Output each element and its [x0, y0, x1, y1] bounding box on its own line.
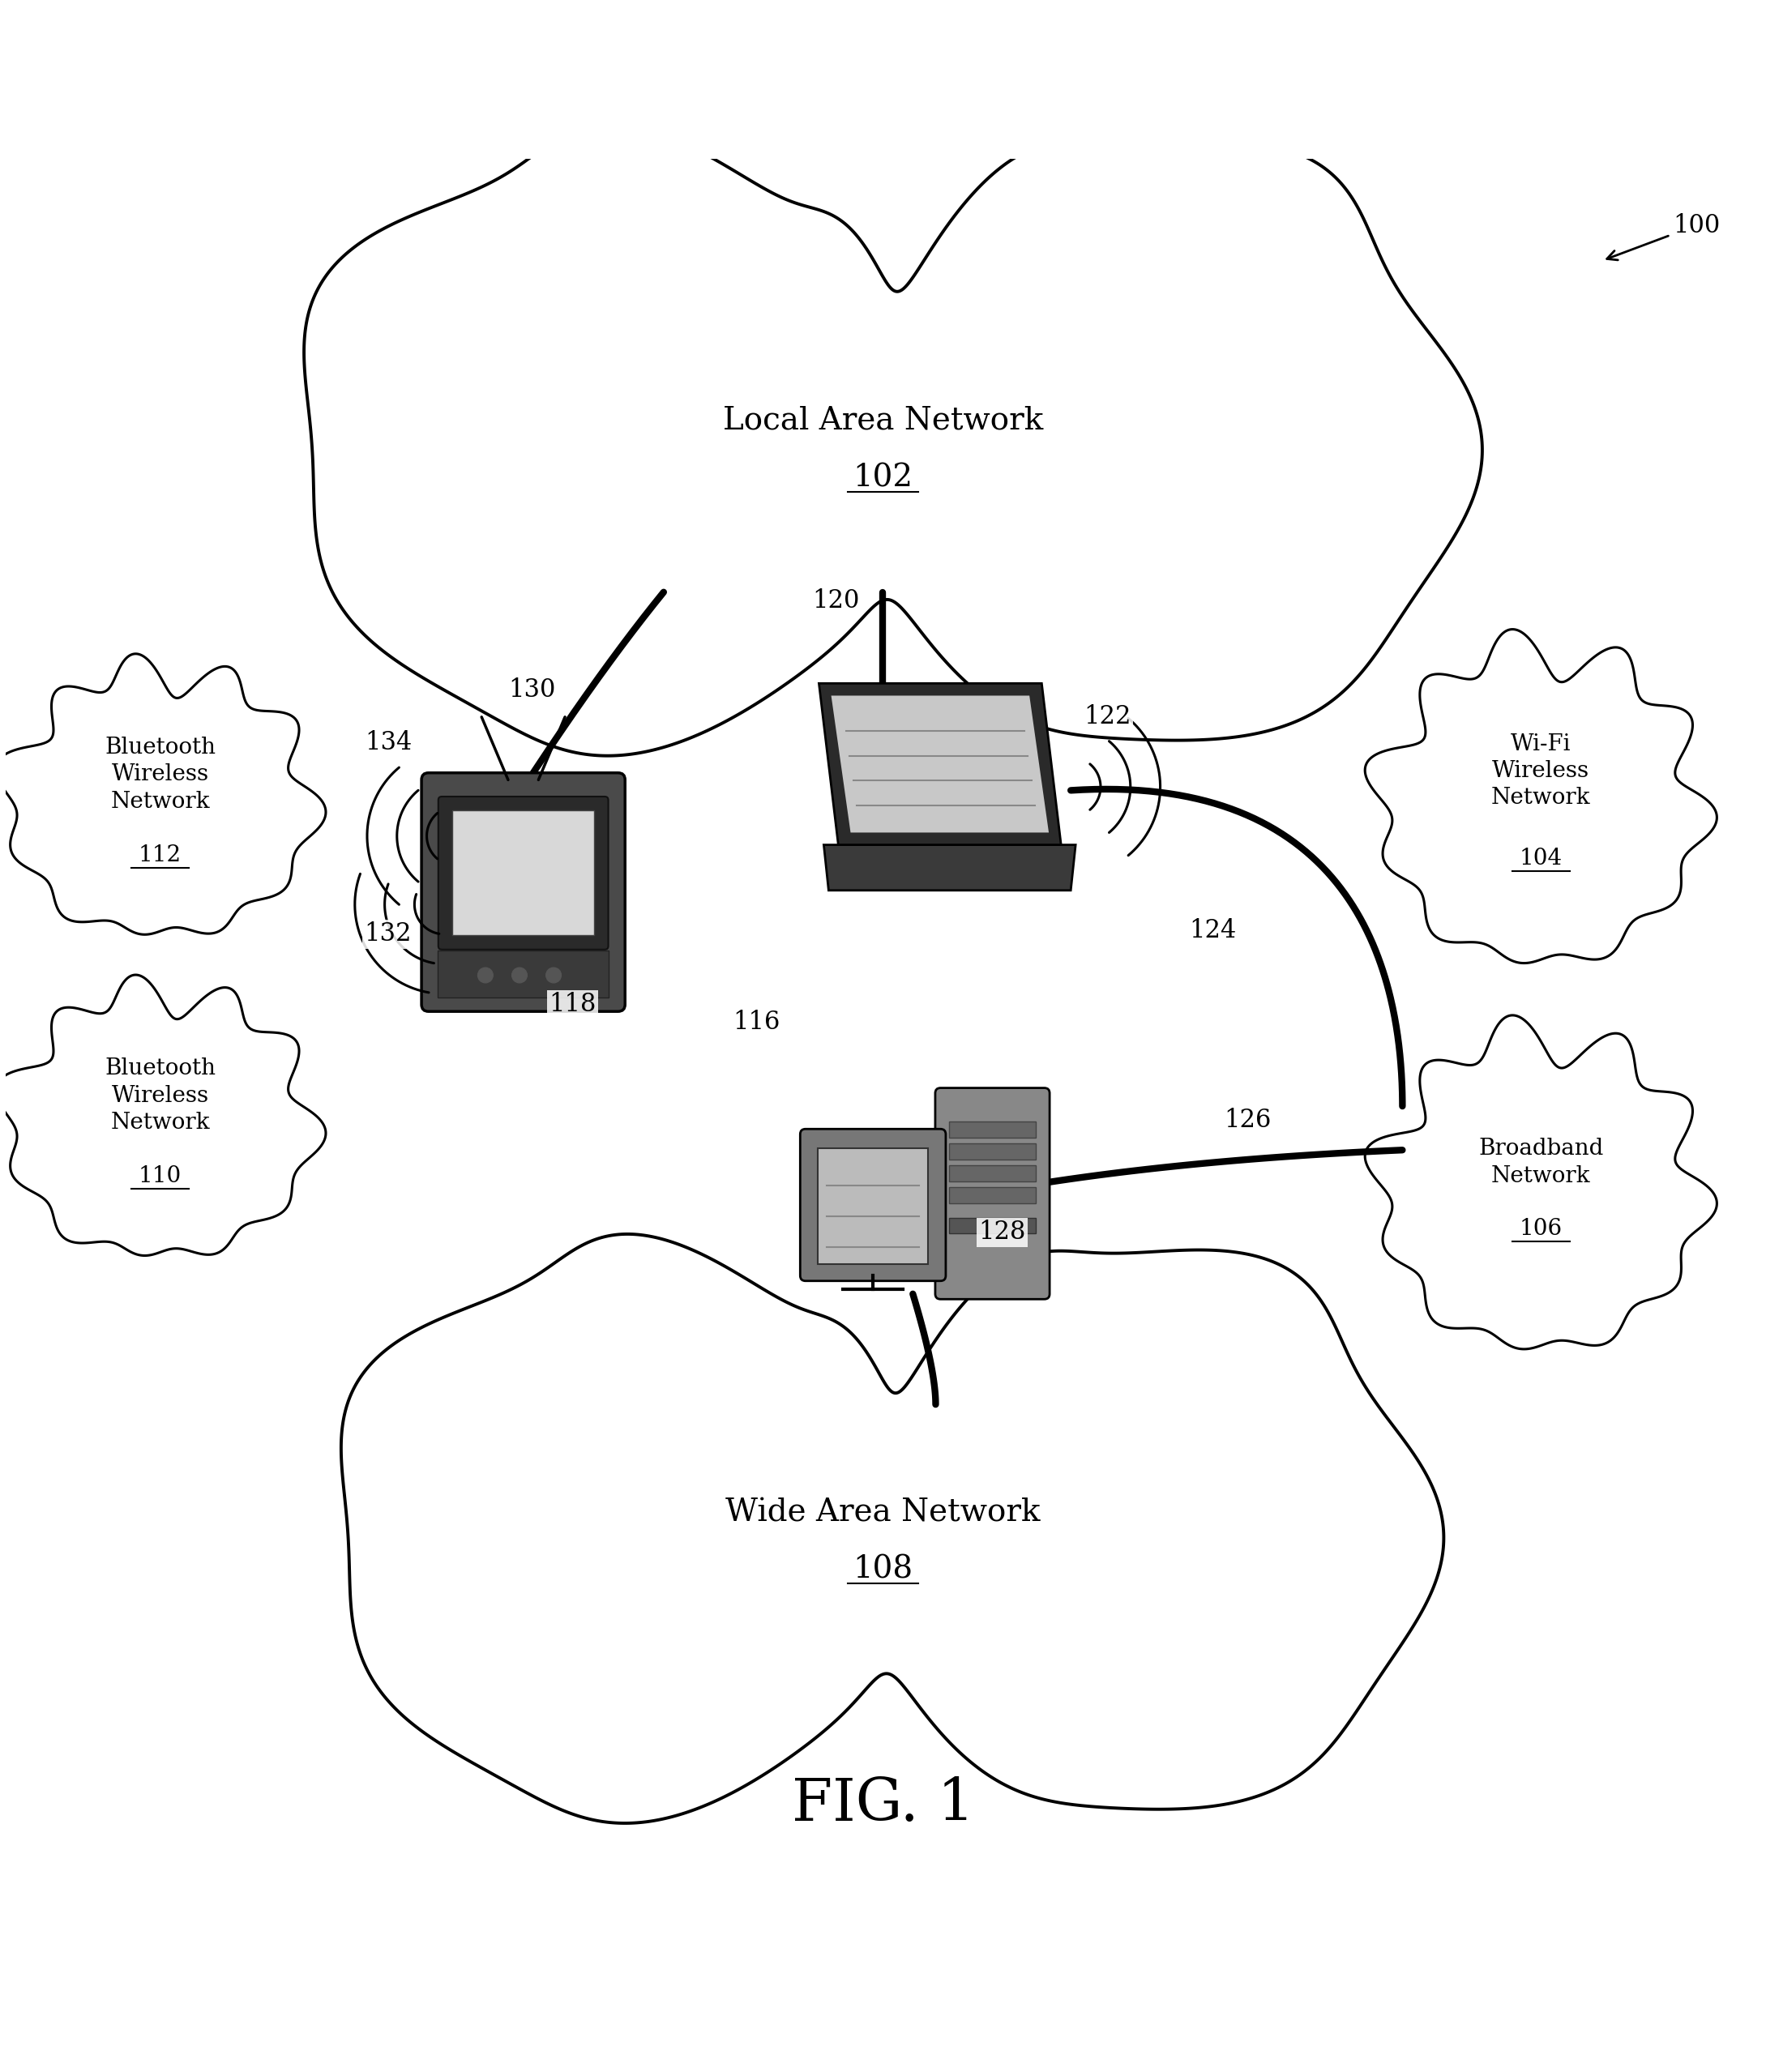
- Polygon shape: [1365, 1015, 1717, 1349]
- Text: Wide Area Network: Wide Area Network: [726, 1498, 1040, 1529]
- Text: Broadband
Network: Broadband Network: [1478, 1138, 1604, 1187]
- Text: 132: 132: [364, 922, 411, 947]
- Text: 126: 126: [1224, 1109, 1272, 1133]
- Text: 106: 106: [1519, 1218, 1563, 1239]
- Text: 112: 112: [138, 845, 182, 866]
- Text: FIG. 1: FIG. 1: [791, 1776, 975, 1834]
- Text: Bluetooth
Wireless
Network: Bluetooth Wireless Network: [104, 1057, 215, 1133]
- Text: 122: 122: [1084, 704, 1132, 729]
- Text: Bluetooth
Wireless
Network: Bluetooth Wireless Network: [104, 738, 215, 812]
- Text: 110: 110: [138, 1164, 182, 1187]
- FancyBboxPatch shape: [452, 810, 593, 934]
- FancyBboxPatch shape: [948, 1144, 1037, 1160]
- FancyBboxPatch shape: [800, 1129, 947, 1280]
- Text: 104: 104: [1519, 847, 1563, 870]
- Polygon shape: [0, 974, 325, 1256]
- FancyBboxPatch shape: [438, 796, 608, 949]
- FancyBboxPatch shape: [438, 951, 609, 999]
- Polygon shape: [819, 684, 1061, 845]
- FancyBboxPatch shape: [936, 1088, 1049, 1299]
- FancyBboxPatch shape: [818, 1148, 929, 1264]
- FancyBboxPatch shape: [948, 1218, 1037, 1233]
- Circle shape: [479, 968, 493, 982]
- Text: 124: 124: [1189, 918, 1236, 943]
- Polygon shape: [0, 655, 325, 934]
- Text: 118: 118: [549, 992, 597, 1017]
- Text: 108: 108: [853, 1554, 913, 1585]
- Text: 116: 116: [733, 1009, 781, 1034]
- Text: 100: 100: [1607, 213, 1720, 259]
- FancyBboxPatch shape: [948, 1187, 1037, 1204]
- Polygon shape: [832, 696, 1049, 833]
- Polygon shape: [304, 124, 1482, 756]
- FancyBboxPatch shape: [422, 773, 625, 1011]
- FancyBboxPatch shape: [948, 1164, 1037, 1181]
- Text: 130: 130: [509, 678, 556, 702]
- Text: Wi-Fi
Wireless
Network: Wi-Fi Wireless Network: [1491, 733, 1591, 808]
- Text: 120: 120: [812, 588, 860, 613]
- Text: 102: 102: [853, 464, 913, 493]
- Circle shape: [546, 968, 562, 982]
- Circle shape: [512, 968, 526, 982]
- Polygon shape: [823, 845, 1075, 891]
- Polygon shape: [1365, 630, 1717, 963]
- Polygon shape: [341, 1235, 1445, 1823]
- FancyBboxPatch shape: [948, 1121, 1037, 1138]
- Text: Local Area Network: Local Area Network: [722, 406, 1044, 435]
- Text: 128: 128: [978, 1220, 1026, 1245]
- Text: 134: 134: [364, 731, 411, 756]
